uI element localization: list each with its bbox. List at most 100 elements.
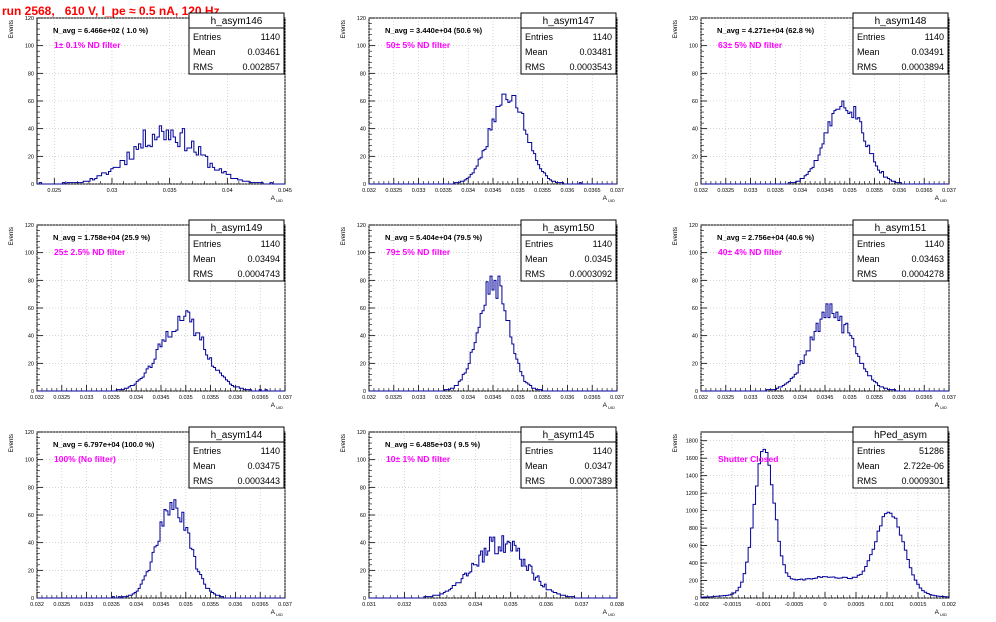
stats-label-entries: Entries — [525, 446, 554, 456]
x-tick-label: 0.0345 — [153, 602, 170, 608]
x-tick-label: 0.035 — [179, 602, 193, 608]
x-axis-label-subscript: UID — [940, 612, 947, 617]
navg-label: N_avg = 1.758e+04 (25.9 %) — [53, 233, 151, 242]
y-tick-label: 200 — [689, 579, 698, 585]
stats-box-frame — [188, 219, 285, 282]
chart-panel-hPed_asym: -0.002 -0.0015 -0.001 -0.0005 0 0.0005 0.001 0.… — [673, 426, 956, 617]
stats-value-entries: 1140 — [925, 32, 944, 42]
y-tick-label: 0 — [695, 389, 698, 395]
x-tick-label: 0.0325 — [385, 188, 402, 194]
filter-annotation: 1± 0.1% ND filter — [54, 40, 121, 50]
x-tick-label: 0.0325 — [53, 395, 70, 401]
x-tick-label: 0.0335 — [435, 188, 452, 194]
stats-label-mean: Mean — [193, 47, 216, 57]
histogram-line-h_asym147 — [369, 93, 617, 185]
x-tick-label: 0.0355 — [202, 602, 219, 608]
x-tick-label: 0.0335 — [435, 395, 452, 401]
y-tick-label: 0 — [695, 596, 698, 602]
x-tick-label: 0.036 — [893, 395, 907, 401]
y-tick-label: 40 — [692, 127, 698, 133]
stats-box: h_asym150 Entries 1140 Mean 0.0345 RMS 0.00030… — [520, 219, 617, 282]
stats-value-rms: 0.0004743 — [237, 269, 280, 279]
x-tick-label: -0.0005 — [785, 602, 804, 608]
stats-box: h_asym145 Entries 1140 Mean 0.0347 RMS 0.00073… — [520, 426, 617, 489]
y-tick-label: 600 — [689, 544, 698, 550]
x-tick-label: 0.034 — [129, 395, 143, 401]
x-tick-label: 0.035 — [504, 602, 518, 608]
x-tick-label: 0.0365 — [916, 395, 933, 401]
chart-panel-h_asym145: 0.031 0.032 0.033 0.034 0.035 0.036 0.037 0.038… — [341, 426, 624, 617]
x-axis-label-subscript: UID — [608, 198, 615, 203]
y-tick-label: 60 — [360, 99, 366, 105]
stats-label-entries: Entries — [193, 446, 222, 456]
x-tick-label: 0.0325 — [53, 602, 70, 608]
x-axis-label-subscript: UID — [608, 612, 615, 617]
histogram-line-h_asym146 — [37, 125, 285, 185]
x-tick-label: 0.032 — [362, 188, 376, 194]
x-tick-label: 0.032 — [398, 602, 412, 608]
y-tick-label: 60 — [360, 306, 366, 312]
chart-panel-h_asym144: 0.032 0.0325 0.033 0.0335 0.034 0.0345 0.035 0.… — [9, 426, 292, 617]
x-tick-label: 0.0365 — [916, 188, 933, 194]
stats-value-rms: 0.0004278 — [901, 269, 944, 279]
y-tick-label: 80 — [692, 71, 698, 77]
x-tick-label: 0.033 — [412, 188, 426, 194]
histogram-line-h_asym150 — [369, 275, 617, 392]
stats-value-entries: 1140 — [593, 32, 612, 42]
y-tick-label: 80 — [28, 278, 34, 284]
stats-box-title: h_asym151 — [875, 223, 927, 234]
stats-label-mean: Mean — [525, 254, 548, 264]
y-tick-label: 120 — [25, 430, 34, 436]
y-tick-label: 120 — [357, 16, 366, 22]
x-tick-label: 0.034 — [461, 395, 475, 401]
x-axis-label-subscript: UID — [276, 198, 283, 203]
x-tick-label: 0.033 — [80, 395, 94, 401]
y-tick-label: 20 — [360, 154, 366, 160]
y-tick-label: 120 — [357, 223, 366, 229]
y-tick-label: 60 — [28, 513, 34, 519]
histogram-line-h_asym151 — [701, 303, 949, 392]
y-tick-label: 80 — [692, 278, 698, 284]
x-axis-label: A — [271, 609, 276, 616]
x-tick-label: 0.0335 — [103, 602, 120, 608]
stats-value-entries: 1140 — [261, 446, 280, 456]
y-tick-label: 100 — [357, 458, 366, 464]
stats-box-frame — [852, 426, 949, 489]
stats-value-mean: 0.03475 — [247, 461, 280, 471]
y-axis-label: Events — [673, 434, 679, 452]
x-tick-label: 0.0325 — [385, 395, 402, 401]
y-tick-label: 0 — [363, 596, 366, 602]
stats-box-title: h_asym148 — [875, 16, 927, 27]
chart-panel-h_asym148: 0.032 0.0325 0.033 0.0335 0.034 0.0345 0.035 0.… — [673, 12, 956, 203]
x-tick-label: 0.035 — [843, 188, 857, 194]
x-tick-label: 0.034 — [461, 188, 475, 194]
x-tick-label: 0.035 — [511, 395, 525, 401]
x-tick-label: 0.033 — [80, 602, 94, 608]
x-axis-label: A — [271, 195, 276, 202]
y-tick-label: 400 — [689, 561, 698, 567]
y-tick-label: 20 — [360, 361, 366, 367]
x-axis-label-subscript: UID — [940, 405, 947, 410]
y-axis-label: Events — [9, 20, 15, 38]
y-tick-label: 120 — [689, 223, 698, 229]
y-tick-label: 0 — [31, 596, 34, 602]
x-axis-label: A — [271, 402, 276, 409]
y-tick-label: 1600 — [686, 456, 698, 462]
stats-box: hPed_asym Entries 51286 Mean 2.722e-06 RMS 0.0… — [852, 426, 949, 489]
x-tick-label: 0.037 — [610, 395, 624, 401]
x-tick-label: 0.04 — [222, 188, 233, 194]
stats-label-rms: RMS — [193, 269, 213, 279]
x-axis-label-subscript: UID — [608, 405, 615, 410]
filter-annotation: 40± 4% ND filter — [718, 247, 783, 257]
histogram-line-h_asym145 — [369, 535, 617, 599]
x-axis-label: A — [935, 609, 940, 616]
x-tick-label: 0.0365 — [252, 602, 269, 608]
stats-label-entries: Entries — [525, 32, 554, 42]
stats-box: h_asym151 Entries 1140 Mean 0.03463 RMS 0.0004… — [852, 219, 949, 282]
stats-value-mean: 2.722e-06 — [903, 461, 944, 471]
x-tick-label: 0.0345 — [485, 188, 502, 194]
y-tick-label: 120 — [357, 430, 366, 436]
y-tick-label: 20 — [692, 361, 698, 367]
x-tick-label: 0.0345 — [817, 395, 834, 401]
